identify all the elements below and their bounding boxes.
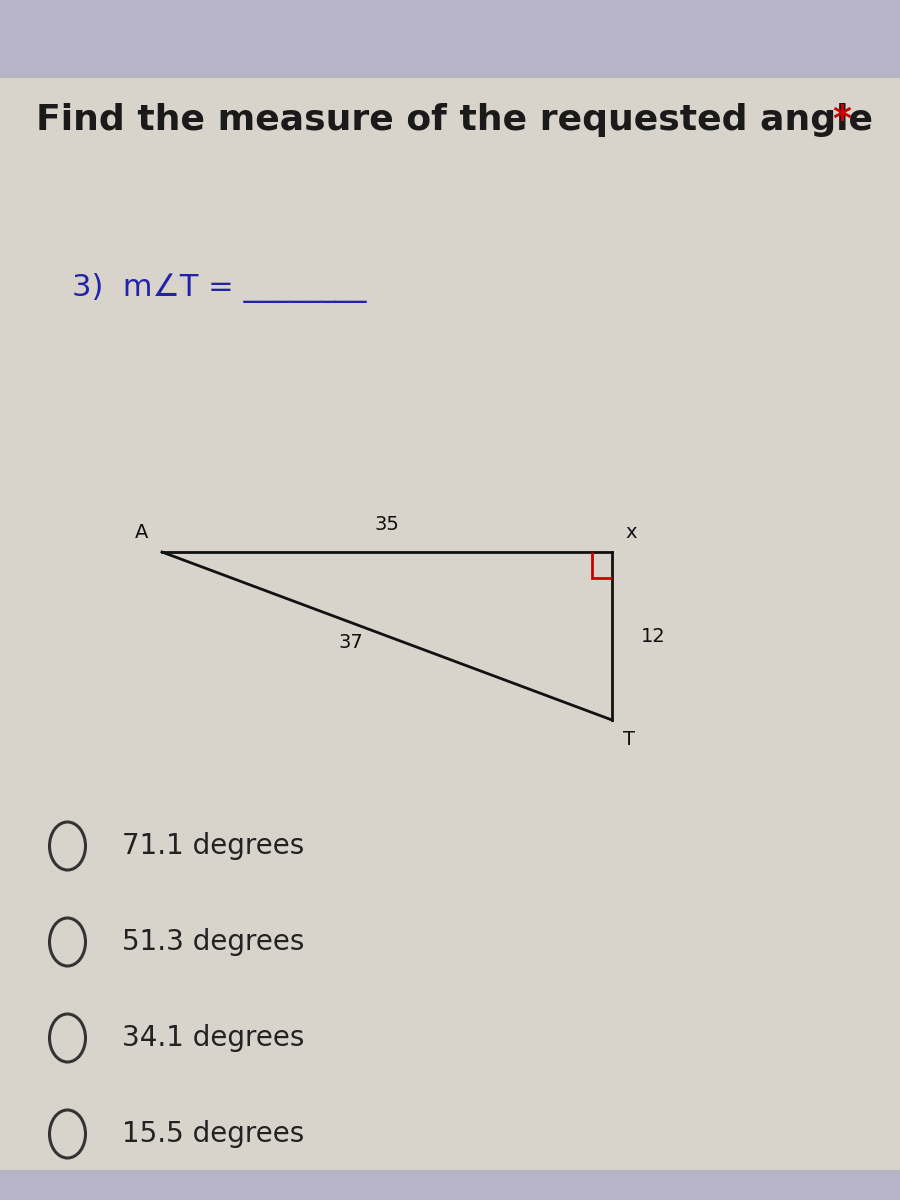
Bar <box>0 0 900 78</box>
Text: Find the measure of the requested angle: Find the measure of the requested angle <box>36 103 886 137</box>
Text: 15.5 degrees: 15.5 degrees <box>122 1120 304 1148</box>
Text: *: * <box>832 103 851 137</box>
Bar <box>0 1170 900 1200</box>
Text: 71.1 degrees: 71.1 degrees <box>122 832 304 860</box>
Text: 3)  m∠T = ________: 3) m∠T = ________ <box>72 272 366 302</box>
Text: 37: 37 <box>338 632 364 652</box>
Text: 35: 35 <box>374 515 400 534</box>
Text: 34.1 degrees: 34.1 degrees <box>122 1024 304 1052</box>
Text: x: x <box>626 523 637 542</box>
Text: 51.3 degrees: 51.3 degrees <box>122 928 304 956</box>
Text: 12: 12 <box>641 626 666 646</box>
Text: T: T <box>623 730 634 749</box>
Text: A: A <box>135 523 148 542</box>
